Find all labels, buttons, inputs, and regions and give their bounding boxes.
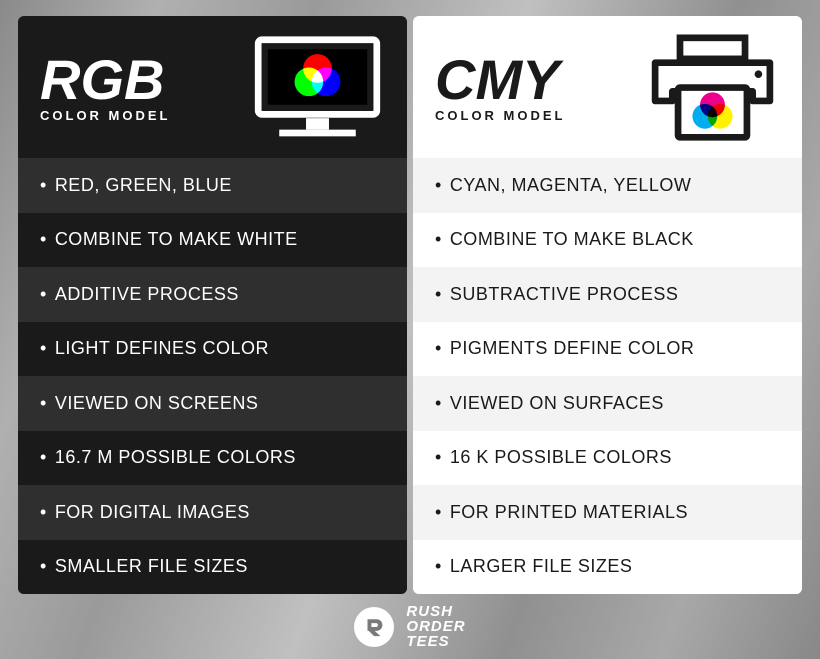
monitor-icon [250,34,385,144]
list-item: •16 K POSSIBLE COLORS [413,431,802,486]
cmy-title: CMY [435,55,566,105]
list-item-text: CYAN, MAGENTA, YELLOW [450,175,692,196]
list-item-text: VIEWED ON SCREENS [55,393,259,414]
printer-icon [645,34,780,144]
list-item: •VIEWED ON SCREENS [18,376,407,431]
list-item: •COMBINE TO MAKE WHITE [18,213,407,268]
rgb-subtitle: COLOR MODEL [40,108,171,123]
brand-logo-icon [354,607,394,647]
list-item-text: SMALLER FILE SIZES [55,556,248,577]
rgb-title-block: RGB COLOR MODEL [40,55,171,122]
list-item: •CYAN, MAGENTA, YELLOW [413,158,802,213]
list-item: •SUBTRACTIVE PROCESS [413,267,802,322]
list-item-text: LARGER FILE SIZES [450,556,633,577]
list-item-text: LIGHT DEFINES COLOR [55,338,269,359]
list-item-text: COMBINE TO MAKE BLACK [450,229,694,250]
brand-line: TEES [406,634,465,649]
rgb-panel: RGB COLOR MODEL [18,16,407,594]
cmy-header: CMY COLOR MODEL [413,16,802,158]
list-item: •16.7 M POSSIBLE COLORS [18,431,407,486]
list-item-text: FOR PRINTED MATERIALS [450,502,688,523]
list-item-text: FOR DIGITAL IMAGES [55,502,250,523]
list-item: •LIGHT DEFINES COLOR [18,322,407,377]
brand-line: ORDER [406,619,465,634]
brand-line: RUSH [406,604,465,619]
cmy-list: •CYAN, MAGENTA, YELLOW •COMBINE TO MAKE … [413,158,802,594]
list-item: •LARGER FILE SIZES [413,540,802,595]
list-item: •COMBINE TO MAKE BLACK [413,213,802,268]
list-item: •PIGMENTS DEFINE COLOR [413,322,802,377]
list-item-text: RED, GREEN, BLUE [55,175,232,196]
list-item: •SMALLER FILE SIZES [18,540,407,595]
cmy-panel: CMY COLOR MODEL [413,16,802,594]
cmy-subtitle: COLOR MODEL [435,108,566,123]
list-item-text: 16 K POSSIBLE COLORS [450,447,672,468]
footer: RUSH ORDER TEES [18,594,802,649]
list-item: •FOR DIGITAL IMAGES [18,485,407,540]
cmy-title-block: CMY COLOR MODEL [435,55,566,122]
list-item-text: ADDITIVE PROCESS [55,284,239,305]
list-item-text: VIEWED ON SURFACES [450,393,664,414]
brand-name: RUSH ORDER TEES [406,604,465,649]
rgb-header: RGB COLOR MODEL [18,16,407,158]
comparison-panels: RGB COLOR MODEL [18,16,802,594]
list-item-text: PIGMENTS DEFINE COLOR [450,338,695,359]
rgb-list: •RED, GREEN, BLUE •COMBINE TO MAKE WHITE… [18,158,407,594]
list-item: •ADDITIVE PROCESS [18,267,407,322]
list-item: •VIEWED ON SURFACES [413,376,802,431]
list-item-text: 16.7 M POSSIBLE COLORS [55,447,296,468]
list-item-text: SUBTRACTIVE PROCESS [450,284,679,305]
rgb-title: RGB [40,55,171,105]
list-item-text: COMBINE TO MAKE WHITE [55,229,298,250]
list-item: •FOR PRINTED MATERIALS [413,485,802,540]
list-item: •RED, GREEN, BLUE [18,158,407,213]
